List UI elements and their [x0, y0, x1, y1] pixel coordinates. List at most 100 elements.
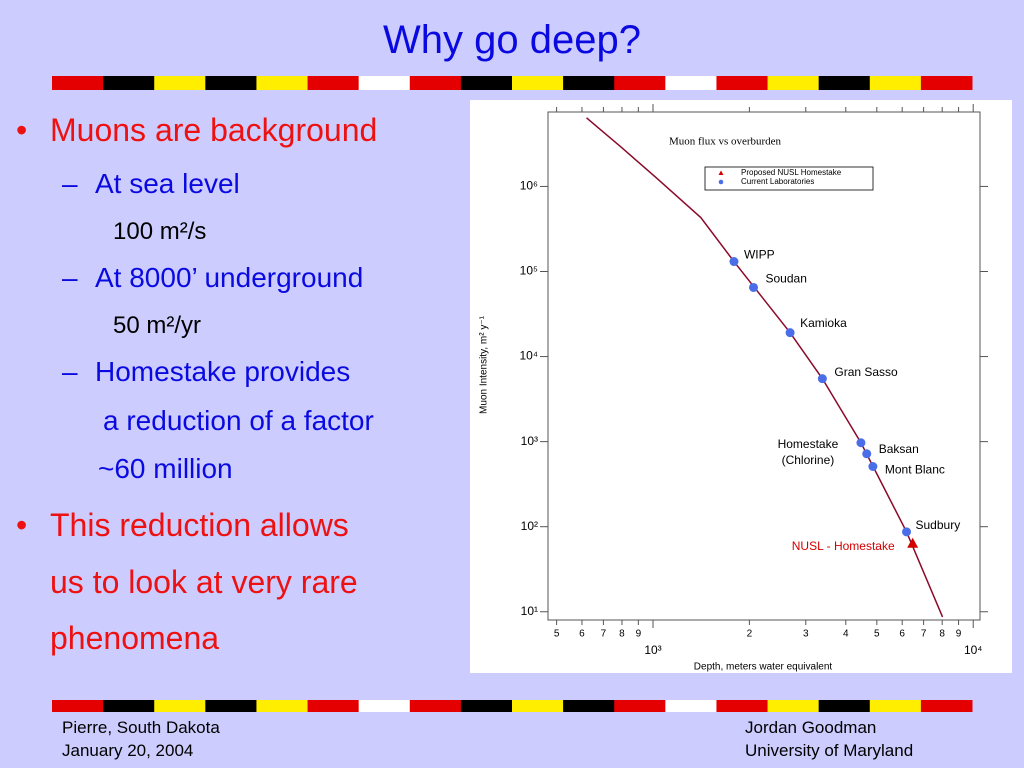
stripe	[307, 76, 360, 90]
footer-left: Pierre, South Dakota January 20, 2004	[62, 716, 220, 762]
y-tick-label: 10²	[521, 519, 538, 533]
point	[902, 527, 912, 537]
stripe	[512, 76, 564, 90]
point	[785, 328, 795, 338]
stripe	[614, 700, 666, 712]
point-label: Mont Blanc	[885, 463, 945, 477]
dash: –	[62, 356, 78, 387]
y-tick-label: 10⁵	[520, 264, 538, 278]
x-tick-label: 6	[899, 629, 905, 640]
stripe	[460, 700, 513, 712]
stripe	[767, 700, 820, 712]
point	[907, 537, 919, 548]
bullet: Muons are background	[50, 112, 378, 148]
stripe	[358, 76, 411, 90]
point-label: Baksan	[879, 442, 919, 456]
stripe	[205, 700, 257, 712]
text: ~60 million	[98, 453, 233, 484]
point-label: WIPP	[744, 248, 775, 262]
point-label: Soudan	[766, 272, 807, 286]
x-tick-label: 10⁴	[964, 643, 983, 657]
stripe	[103, 76, 155, 90]
stripe	[256, 76, 309, 90]
stripe	[767, 76, 820, 90]
bullet-dot: •	[16, 112, 28, 148]
bullet-dot: •	[16, 507, 28, 543]
bullet: us to look at very rare	[50, 564, 358, 600]
y-tick-label: 10⁶	[520, 179, 538, 193]
chart: Muon flux vs overburden Depth, meters wa…	[470, 100, 1012, 673]
stripe	[920, 76, 973, 90]
stripe	[665, 76, 717, 90]
point	[817, 374, 827, 384]
text: a reduction of a factor	[103, 405, 374, 436]
legend-label: Current Laboratories	[741, 177, 814, 186]
stripe	[614, 76, 666, 90]
bullet: phenomena	[50, 620, 220, 656]
point-label: (Chlorine)	[782, 453, 835, 467]
stripe	[563, 76, 615, 90]
chart-title: Muon flux vs overburden	[669, 136, 782, 148]
x-tick-label: 9	[956, 629, 962, 640]
legend-box	[704, 166, 874, 191]
stripe	[256, 700, 309, 712]
stripe	[818, 700, 871, 712]
sub-bullet: At sea level	[95, 168, 240, 199]
stripe	[869, 76, 922, 90]
footer-text: January 20, 2004	[62, 741, 194, 760]
plot-frame	[547, 111, 981, 621]
point	[868, 462, 878, 472]
stripe	[665, 700, 717, 712]
x-tick-label: 5	[554, 629, 560, 640]
chart-panel	[470, 100, 1012, 673]
legend-marker	[718, 170, 724, 175]
sub-bullet: At 8000’ underground	[95, 262, 364, 293]
stripe	[307, 700, 360, 712]
footer-text: Jordan Goodman	[745, 718, 877, 737]
slide-title: Why go deep?	[383, 18, 641, 62]
stripe	[154, 700, 206, 712]
bullet: This reduction allows	[50, 507, 349, 543]
dash: –	[62, 262, 78, 293]
x-tick-label: 7	[601, 629, 607, 640]
stripe	[409, 700, 462, 712]
x-axis-label: Depth, meters water equivalent	[694, 662, 833, 673]
flux-curve	[586, 117, 944, 618]
stripe	[818, 76, 871, 90]
y-tick-label: 10³	[521, 434, 538, 448]
x-tick-label: 9	[636, 629, 642, 640]
stripe	[563, 700, 615, 712]
stripe	[52, 700, 104, 712]
legend-marker	[718, 179, 724, 185]
stripe	[512, 700, 564, 712]
stripe	[205, 76, 257, 90]
x-tick-label: 6	[579, 629, 585, 640]
stripe	[103, 700, 155, 712]
stripe	[920, 700, 973, 712]
dash: –	[62, 168, 78, 199]
stripe	[358, 700, 411, 712]
stripe	[154, 76, 206, 90]
text: 50 m²/yr	[113, 312, 202, 339]
text: 100 m²/s	[113, 218, 207, 245]
x-tick-label: 8	[939, 629, 945, 640]
point-label: Kamioka	[800, 316, 847, 330]
y-tick-label: 10¹	[521, 604, 538, 618]
x-tick-label: 8	[619, 629, 625, 640]
sub-bullet: Homestake provides	[95, 356, 351, 387]
point	[856, 438, 866, 448]
stripe	[409, 76, 462, 90]
stripe	[716, 76, 769, 90]
legend-label: Proposed NUSL Homestake	[741, 168, 842, 177]
point-label: Homestake	[778, 437, 839, 451]
point	[749, 282, 759, 292]
footer-right: Jordan Goodman University of Maryland	[745, 716, 913, 762]
point	[729, 257, 739, 267]
stripe	[869, 700, 922, 712]
point	[862, 449, 872, 459]
x-tick-label: 3	[803, 629, 809, 640]
x-tick-label: 10³	[644, 643, 661, 657]
x-tick-label: 5	[874, 629, 880, 640]
